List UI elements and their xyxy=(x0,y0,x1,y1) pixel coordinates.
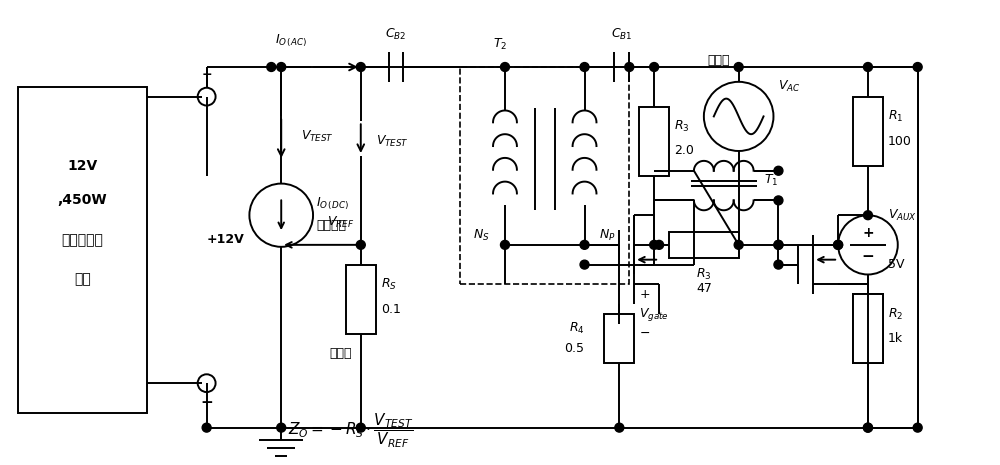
Text: $N_P$: $N_P$ xyxy=(599,227,616,243)
Text: −: − xyxy=(862,249,874,264)
Circle shape xyxy=(774,196,783,205)
Bar xyxy=(346,265,376,334)
Circle shape xyxy=(655,240,664,249)
Text: 0.1: 0.1 xyxy=(381,303,401,316)
Text: $V_{gate}$: $V_{gate}$ xyxy=(639,306,669,323)
Text: 交流－直流: 交流－直流 xyxy=(61,233,103,247)
Circle shape xyxy=(615,423,624,432)
Circle shape xyxy=(863,211,872,219)
Text: −: − xyxy=(200,395,213,411)
Circle shape xyxy=(863,63,872,72)
Text: $T_2$: $T_2$ xyxy=(493,37,507,52)
Text: $V_{TEST}$: $V_{TEST}$ xyxy=(376,133,409,149)
Text: $V_{AUX}$: $V_{AUX}$ xyxy=(888,208,917,223)
Circle shape xyxy=(734,63,743,72)
Text: $V_{REF}$: $V_{REF}$ xyxy=(327,215,355,230)
Circle shape xyxy=(650,63,659,72)
Text: −: − xyxy=(639,327,650,340)
Circle shape xyxy=(356,63,365,72)
Circle shape xyxy=(774,240,783,249)
Circle shape xyxy=(834,240,843,249)
Circle shape xyxy=(356,423,365,432)
Circle shape xyxy=(500,63,509,72)
Circle shape xyxy=(580,260,589,269)
Bar xyxy=(18,87,147,413)
Text: +: + xyxy=(201,68,212,81)
Circle shape xyxy=(834,240,843,249)
Text: 12V: 12V xyxy=(67,159,97,173)
Circle shape xyxy=(267,63,276,72)
Circle shape xyxy=(774,260,783,269)
Text: $V_{TEST}$: $V_{TEST}$ xyxy=(301,129,334,144)
Text: 5V: 5V xyxy=(888,258,904,271)
Text: 47: 47 xyxy=(696,282,712,295)
Circle shape xyxy=(277,423,286,432)
Circle shape xyxy=(863,423,872,432)
Text: 信号源: 信号源 xyxy=(708,54,730,67)
Bar xyxy=(639,106,669,176)
Circle shape xyxy=(913,423,922,432)
Text: +: + xyxy=(639,288,650,301)
Text: $R_3$: $R_3$ xyxy=(674,119,690,134)
Text: $R_2$: $R_2$ xyxy=(888,306,903,322)
Circle shape xyxy=(913,63,922,72)
Circle shape xyxy=(863,423,872,432)
Bar xyxy=(853,97,883,166)
Text: $C_{B1}$: $C_{B1}$ xyxy=(611,27,632,42)
Circle shape xyxy=(580,63,589,72)
Text: +12V: +12V xyxy=(207,233,244,246)
Text: 100: 100 xyxy=(888,134,912,147)
Circle shape xyxy=(774,240,783,249)
Circle shape xyxy=(580,240,589,249)
Bar xyxy=(604,314,634,364)
Text: 0.5: 0.5 xyxy=(565,342,585,355)
Circle shape xyxy=(774,166,783,175)
Text: 分流器: 分流器 xyxy=(330,347,352,360)
Text: 电源: 电源 xyxy=(74,272,91,286)
Text: ,450W: ,450W xyxy=(58,193,107,207)
Bar xyxy=(853,294,883,364)
Text: $R_3$: $R_3$ xyxy=(696,266,712,282)
Bar xyxy=(853,294,883,364)
Circle shape xyxy=(625,63,634,72)
Circle shape xyxy=(500,240,509,249)
Text: $R_4$: $R_4$ xyxy=(569,321,585,336)
Circle shape xyxy=(356,240,365,249)
Circle shape xyxy=(277,63,286,72)
Text: $I_{O\,(DC)}$: $I_{O\,(DC)}$ xyxy=(316,195,349,212)
Text: $V_{AC}$: $V_{AC}$ xyxy=(778,79,801,94)
Circle shape xyxy=(734,240,743,249)
Text: $R_S$: $R_S$ xyxy=(381,277,397,292)
Text: $N_S$: $N_S$ xyxy=(473,227,490,243)
Text: $C_{B2}$: $C_{B2}$ xyxy=(385,27,406,42)
Text: +: + xyxy=(862,226,874,240)
Text: 直流负载: 直流负载 xyxy=(316,219,346,232)
Text: $R_1$: $R_1$ xyxy=(888,109,903,124)
Circle shape xyxy=(202,423,211,432)
Text: $Z_O = -R_S \cdot \dfrac{V_{TEST}}{V_{REF}}$: $Z_O = -R_S \cdot \dfrac{V_{TEST}}{V_{RE… xyxy=(288,412,414,451)
Text: $T_1$: $T_1$ xyxy=(764,173,778,188)
Text: $I_{O\,(AC)}$: $I_{O\,(AC)}$ xyxy=(275,33,307,49)
Text: 2.0: 2.0 xyxy=(674,145,694,158)
Text: 1k: 1k xyxy=(888,332,903,345)
Bar xyxy=(460,67,629,285)
Bar xyxy=(669,232,739,258)
Circle shape xyxy=(650,240,659,249)
